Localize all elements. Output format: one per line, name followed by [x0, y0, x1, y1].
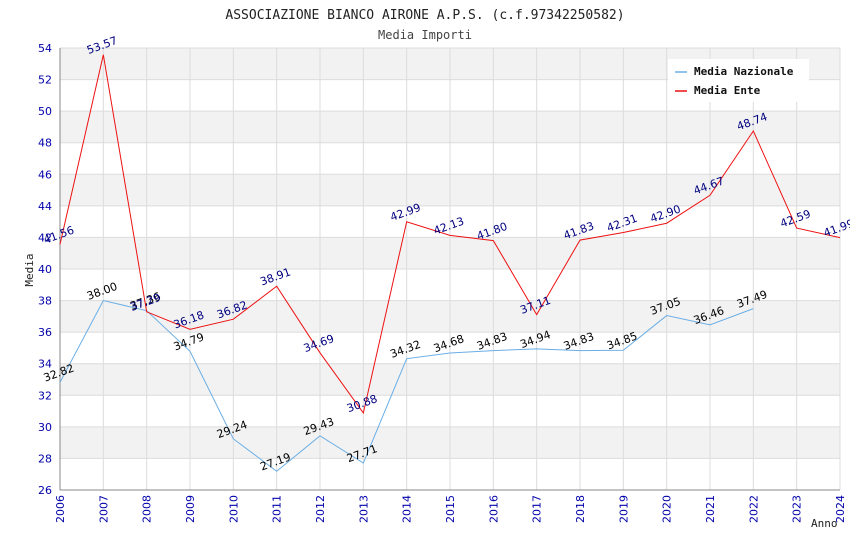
legend-label-media-ente: Media Ente: [694, 84, 761, 97]
y-tick-label: 40: [38, 263, 52, 276]
legend-label-media-nazionale: Media Nazionale: [694, 65, 794, 78]
x-tick-label: 2008: [141, 495, 154, 523]
x-tick-label: 2018: [574, 495, 587, 523]
y-tick-label: 34: [38, 358, 52, 371]
y-tick-label: 50: [38, 105, 52, 118]
x-tick-label: 2021: [704, 495, 717, 523]
chart-title: ASSOCIAZIONE BIANCO AIRONE A.P.S. (c.f.9…: [225, 8, 624, 23]
y-tick-label: 38: [38, 295, 52, 308]
data-label: 34.85: [605, 330, 639, 353]
y-tick-label: 52: [38, 74, 52, 87]
x-tick-label: 2014: [401, 495, 414, 523]
y-tick-label: 44: [38, 200, 52, 213]
x-tick-label: 2007: [97, 495, 110, 523]
x-tick-label: 2024: [834, 495, 847, 523]
data-label: 34.83: [562, 330, 596, 353]
y-axis-label: Media: [23, 253, 36, 286]
x-tick-label: 2010: [227, 495, 240, 523]
y-tick-label: 46: [38, 168, 52, 181]
x-tick-label: 2022: [747, 495, 760, 523]
data-label: 34.68: [432, 332, 466, 355]
chart-subtitle: Media Importi: [378, 28, 472, 42]
x-tick-label: 2019: [617, 495, 630, 523]
series-line-media-nazionale: [59, 299, 754, 472]
data-label: 42.13: [432, 215, 466, 238]
x-tick-label: 2011: [271, 495, 284, 523]
legend: Media Nazionale Media Ente: [668, 59, 809, 102]
x-tick-label: 2017: [531, 495, 544, 523]
y-tick-label: 36: [38, 326, 52, 339]
x-tick-label: 2006: [54, 495, 67, 523]
x-tick-label: 2015: [444, 495, 457, 523]
y-tick-label: 26: [38, 484, 52, 497]
y-tick-label: 30: [38, 421, 52, 434]
series-line-media-ente: [59, 54, 841, 415]
legend-box: [668, 59, 809, 102]
data-label: 42.59: [778, 207, 812, 230]
x-axis-label: Anno: [811, 517, 838, 530]
x-tick-label: 2023: [791, 495, 804, 523]
x-tick-label: 2013: [357, 495, 370, 523]
y-tick-labels: 26 28 30 32 34 36 38 40 42 44 46 48 50 52 54: [38, 42, 52, 497]
data-label: 42.31: [605, 212, 639, 235]
y-tick-label: 48: [38, 137, 52, 150]
x-tick-label: 2009: [184, 495, 197, 523]
x-tick-label: 2020: [661, 495, 674, 523]
y-tick-label: 54: [38, 42, 52, 55]
series-lines: [59, 54, 841, 472]
x-tick-label: 2016: [487, 495, 500, 523]
x-tick-labels: 2006 2007 2008 2009 2010 2011 2012 2013 2014 2015…: [54, 495, 847, 523]
y-tick-label: 28: [38, 452, 52, 465]
data-label: 38.00: [85, 280, 119, 303]
y-tick-label: 32: [38, 389, 52, 402]
x-tick-label: 2012: [314, 495, 327, 523]
y-tick-label: 42: [38, 231, 52, 244]
data-label: 34.83: [475, 330, 509, 353]
